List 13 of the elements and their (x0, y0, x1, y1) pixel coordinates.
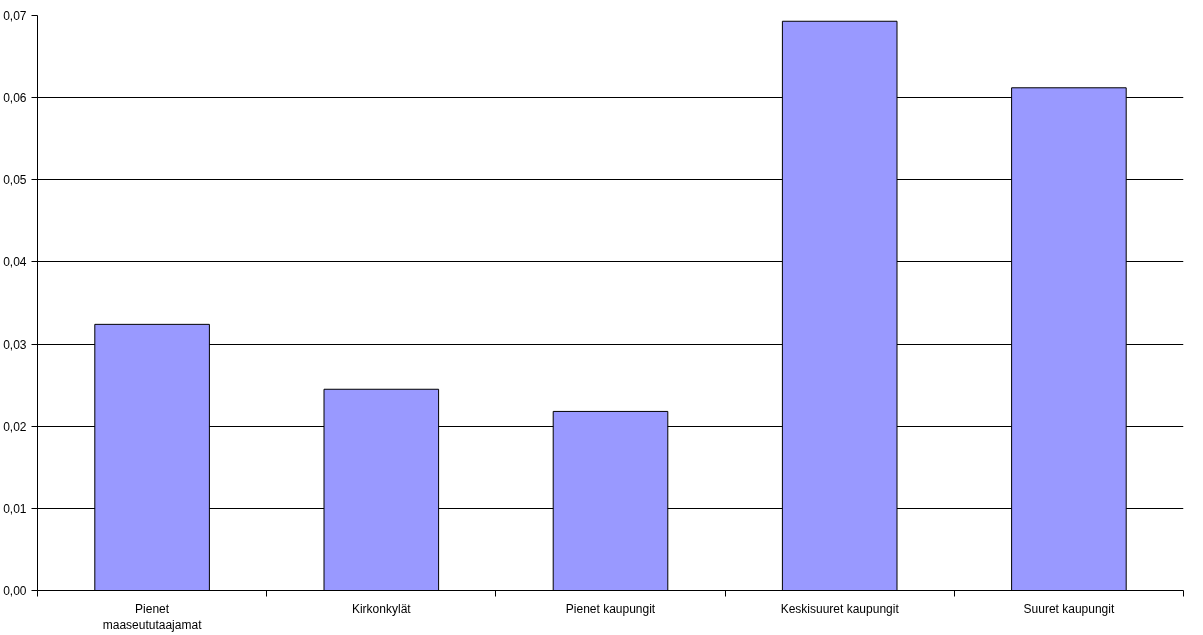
y-tick-label: 0,05 (3, 173, 27, 188)
x-tick-label: Pienet kaupungit (565, 601, 656, 616)
y-tick-label: 0,00 (3, 584, 27, 598)
x-tick-label: Keskisuuret kaupungit (780, 601, 900, 616)
y-tick-label: 0,07 (3, 9, 27, 23)
x-tick-label: Pienet maaseututaajamat (102, 601, 203, 633)
x-tick-label: Suuret kaupungit (1023, 601, 1115, 616)
x-tick-label: Kirkonkylät (351, 601, 412, 616)
y-tick-label: 0,02 (3, 419, 27, 434)
y-tick-label: 0,03 (3, 337, 27, 352)
y-tick-label: 0,01 (3, 501, 27, 516)
y-tick-label: 0,06 (3, 91, 27, 106)
y-tick-label: 0,04 (3, 255, 27, 270)
